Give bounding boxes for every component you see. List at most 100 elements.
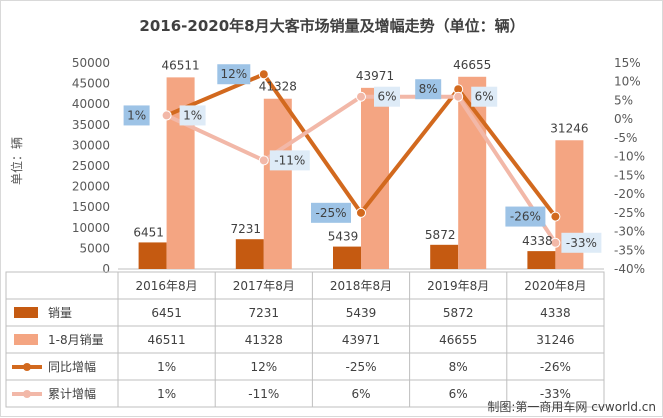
line-point bbox=[453, 91, 464, 102]
line-label-box bbox=[374, 86, 400, 107]
table-cell: 41328 bbox=[245, 333, 283, 347]
y-axis-label: 单位：辆 bbox=[9, 137, 24, 185]
category-label: 2018年8月 bbox=[330, 279, 392, 293]
table-cell: 6% bbox=[351, 387, 370, 401]
bar-data-label: 46655 bbox=[453, 58, 491, 72]
chart-title: 2016-2020年8月大客市场销量及增幅走势（单位：辆） bbox=[139, 17, 524, 35]
bar-data-label: 5872 bbox=[425, 228, 456, 242]
line-data-label: 6% bbox=[377, 90, 396, 104]
bar-data-label: 4338 bbox=[522, 234, 553, 248]
table-cell: -26% bbox=[540, 360, 571, 374]
line-point bbox=[258, 69, 269, 80]
table-cell: 31246 bbox=[536, 333, 574, 347]
y-tick-label: 5000 bbox=[79, 241, 110, 255]
bar-data-label: 31246 bbox=[550, 121, 588, 135]
bar bbox=[430, 244, 459, 269]
legend-label: 1-8月销量 bbox=[48, 333, 104, 347]
table-cell: 7231 bbox=[249, 306, 280, 320]
line-data-label: 12% bbox=[220, 67, 247, 81]
line-label-box bbox=[269, 150, 310, 171]
category-label: 2017年8月 bbox=[233, 279, 295, 293]
line-point bbox=[356, 91, 366, 102]
category-label: 2019年8月 bbox=[427, 279, 489, 293]
y-tick-label: 10000 bbox=[72, 221, 110, 235]
y-tick-label: 0 bbox=[102, 262, 110, 276]
table-cell: 5872 bbox=[443, 306, 474, 320]
source-watermark: 制图:第一商用车网 cvworld.cn bbox=[487, 399, 656, 414]
line-data-label: 1% bbox=[183, 108, 202, 122]
table-cell: 4338 bbox=[540, 306, 571, 320]
table-cell: 12% bbox=[250, 360, 277, 374]
line-data-label: 8% bbox=[419, 82, 438, 96]
table-cell: 1% bbox=[157, 360, 176, 374]
y2-tick-label: 5% bbox=[614, 93, 633, 107]
y2-tick-label: -25% bbox=[614, 206, 645, 220]
bar bbox=[333, 246, 361, 269]
y2-tick-label: -5% bbox=[614, 131, 637, 145]
line-point bbox=[550, 237, 561, 248]
y-tick-label: 15000 bbox=[72, 200, 110, 214]
y-tick-label: 45000 bbox=[72, 77, 110, 91]
bar-data-label: 41328 bbox=[259, 80, 297, 94]
category-label: 2016年8月 bbox=[136, 279, 198, 293]
y-tick-label: 25000 bbox=[72, 159, 110, 173]
lines-layer bbox=[161, 69, 561, 248]
y-axis-title: 单位：辆 bbox=[9, 137, 24, 185]
line-label-box bbox=[505, 206, 546, 227]
line-point bbox=[161, 110, 172, 121]
bar bbox=[263, 98, 292, 269]
legend-key-marker bbox=[23, 363, 31, 371]
line-point bbox=[550, 211, 561, 222]
table-cell: -33% bbox=[540, 387, 571, 401]
y2-tick-label: -15% bbox=[614, 168, 645, 182]
y-tick-label: 20000 bbox=[72, 180, 110, 194]
legend-label: 累计增幅 bbox=[48, 386, 96, 401]
table-cell: -11% bbox=[248, 387, 279, 401]
line-data-label: -26% bbox=[510, 210, 541, 224]
legend-key bbox=[14, 334, 38, 345]
legend-key-marker bbox=[23, 390, 31, 398]
bar bbox=[235, 239, 264, 269]
line-label-box bbox=[311, 202, 351, 223]
table-cell: -25% bbox=[345, 360, 376, 374]
axes-layer: 0 5000 10000 15000 20000 25000 30000 35000 40000… bbox=[72, 56, 645, 276]
line-point bbox=[258, 155, 269, 166]
y2-tick-label: -40% bbox=[614, 262, 645, 276]
y2-tick-label: 10% bbox=[614, 75, 641, 89]
bar bbox=[361, 87, 389, 269]
table-cell: 1% bbox=[157, 387, 176, 401]
data-labels-layer: 6451 46511 7231 41328 5439 43971 5872 46655 4338… bbox=[123, 58, 602, 253]
category-label: 2020年8月 bbox=[524, 279, 586, 293]
bar-data-label: 5439 bbox=[328, 230, 359, 244]
line-data-label: -25% bbox=[315, 206, 346, 220]
table-cell: 6451 bbox=[151, 306, 182, 320]
line-data-label: 6% bbox=[475, 90, 494, 104]
line-label-box bbox=[217, 64, 251, 85]
table-cell: 5439 bbox=[346, 306, 377, 320]
y-tick-label: 40000 bbox=[72, 97, 110, 111]
table-cell: 46655 bbox=[439, 333, 477, 347]
bar-data-label: 7231 bbox=[231, 222, 262, 236]
bar-data-label: 43971 bbox=[356, 69, 394, 83]
line-data-label: -11% bbox=[274, 153, 305, 167]
bar bbox=[527, 251, 556, 269]
legend-key bbox=[14, 307, 38, 318]
line-point bbox=[356, 207, 366, 218]
bar-data-label: 6451 bbox=[133, 225, 164, 239]
line-label-box bbox=[415, 79, 442, 100]
line-label-box bbox=[123, 105, 150, 126]
table-cell: 46511 bbox=[148, 333, 186, 347]
y-tick-label: 30000 bbox=[72, 138, 110, 152]
bar-data-label: 46511 bbox=[162, 58, 200, 72]
line-data-label: -33% bbox=[566, 236, 597, 250]
y2-tick-label: -10% bbox=[614, 150, 645, 164]
table-cell: 6% bbox=[449, 387, 468, 401]
table-cell: 8% bbox=[449, 360, 468, 374]
y-tick-label: 35000 bbox=[72, 118, 110, 132]
legend-label: 同比增幅 bbox=[48, 359, 96, 374]
line-label-box bbox=[471, 86, 498, 107]
y-tick-label: 50000 bbox=[72, 56, 110, 70]
bar bbox=[138, 242, 167, 269]
